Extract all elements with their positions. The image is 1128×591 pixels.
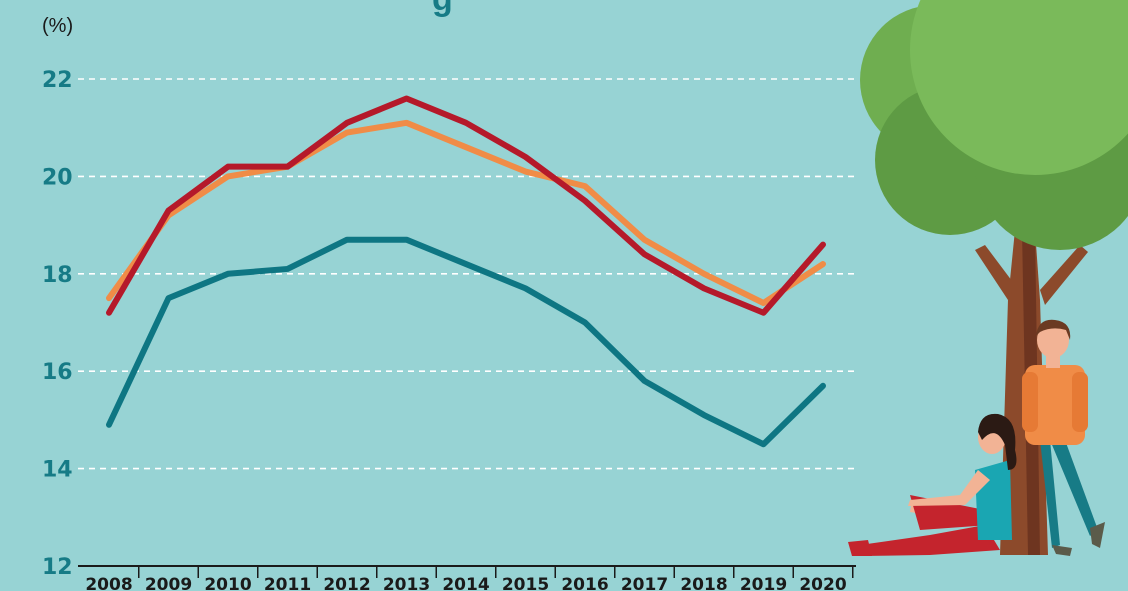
y-tick-label: 14 — [42, 458, 73, 483]
series-line-1 — [106, 95, 826, 316]
y-tick-labels: 12 14 16 18 20 22 — [42, 68, 73, 580]
tree-with-two-people-icon — [848, 0, 1128, 556]
x-tick-label: 2008 — [85, 575, 132, 591]
x-tick-label: 2011 — [264, 575, 311, 591]
y-tick-label: 18 — [42, 263, 73, 288]
x-tick-label: 2010 — [204, 575, 251, 591]
y-tick-label: 20 — [42, 165, 73, 190]
standing-man-icon — [1022, 319, 1105, 556]
x-tick-label: 2020 — [799, 575, 846, 591]
tree-canopy-icon — [860, 0, 1128, 250]
x-tick-label: 2019 — [740, 575, 787, 591]
series-line-2 — [106, 119, 826, 307]
y-tick-label: 22 — [42, 68, 73, 93]
x-tick-label: 2012 — [323, 575, 370, 591]
x-tick-labels: 2008 2009 2010 2011 2012 2013 2014 2015 2016 2017… — [85, 575, 846, 591]
chart-title-fragment: g — [432, 0, 453, 18]
x-tick-label: 2017 — [621, 575, 668, 591]
x-tick-label: 2013 — [383, 575, 430, 591]
x-tick-label: 2015 — [502, 575, 549, 591]
y-tick-label: 16 — [42, 360, 73, 385]
x-tick-label: 2018 — [680, 575, 727, 591]
series-line-3 — [106, 236, 826, 448]
series-lines — [106, 95, 826, 448]
x-tick-label: 2016 — [561, 575, 608, 591]
y-axis-unit-label: (%) — [42, 15, 73, 37]
y-tick-label: 12 — [42, 555, 73, 580]
sitting-woman-icon — [848, 413, 1017, 556]
x-axis — [78, 565, 856, 578]
x-tick-label: 2009 — [145, 575, 192, 591]
gridlines — [78, 78, 856, 470]
x-tick-label: 2014 — [442, 575, 489, 591]
